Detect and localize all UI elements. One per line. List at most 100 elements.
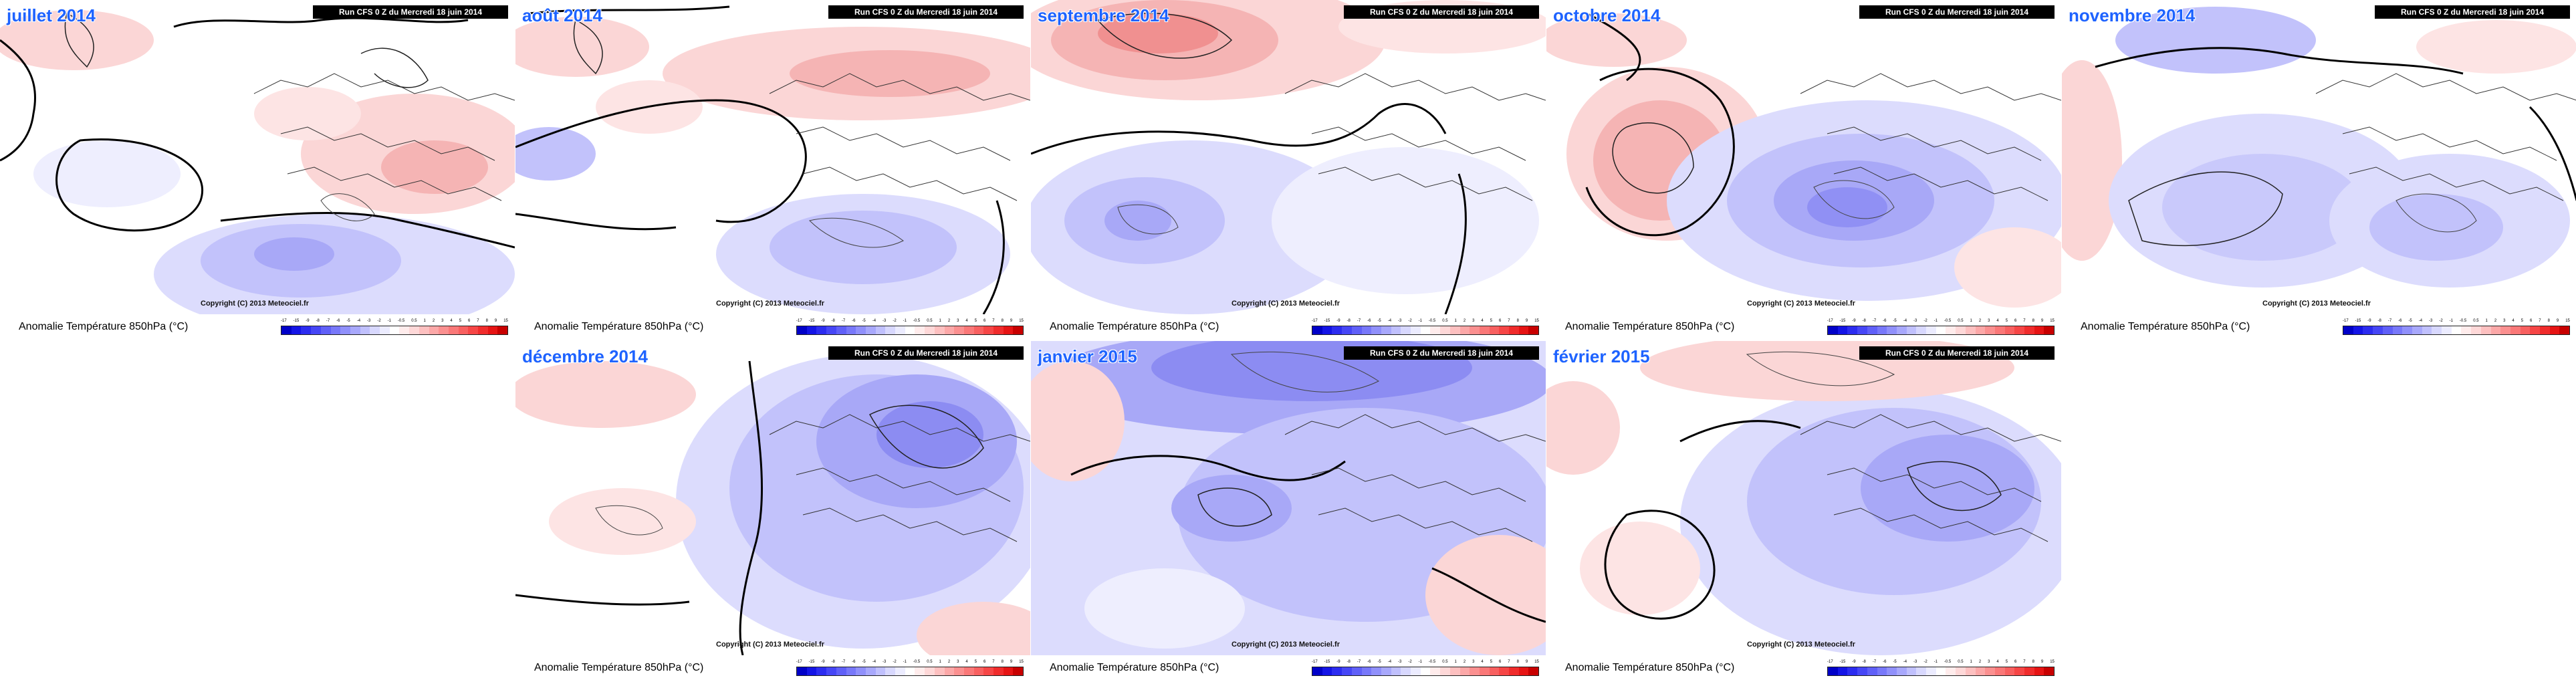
colorbar-tick: -8 — [1346, 319, 1351, 323]
colorbar-tick: 6 — [983, 660, 986, 664]
colorbar-swatches — [1827, 326, 2055, 335]
colorbar-tick: 2 — [947, 319, 951, 323]
colorbar-swatch — [1528, 326, 1539, 334]
anomaly-map-decembre-2014 — [515, 341, 1030, 655]
colorbar-tick: -4 — [1387, 660, 1392, 664]
colorbar-swatch — [1332, 667, 1342, 675]
colorbar-tick: 8 — [1516, 319, 1519, 323]
colorbar-tick: -3 — [2429, 319, 2433, 323]
colorbar-tick: -5 — [2408, 319, 2412, 323]
colorbar-ticks: -17 -15 -9 -8 -7 -6 -5 -4 -3 -2 -1 -0.5 0.5 1 2 3 4 5 6 7 8 9… — [1312, 659, 1539, 665]
colorbar-tick: -9 — [821, 660, 825, 664]
colorbar-tick: -15 — [808, 319, 815, 323]
colorbar-swatch — [816, 667, 827, 675]
colorbar-swatch — [1985, 326, 1995, 334]
colorbar-tick: 3 — [1472, 319, 1475, 323]
colorbar-tick: -15 — [1324, 660, 1330, 664]
colorbar-tick: -1 — [2449, 319, 2453, 323]
colorbar-tick: 9 — [494, 319, 497, 323]
panel-footer: Anomalie Température 850hPa (°C) -17 -15-… — [2062, 314, 2576, 341]
colorbar-swatch — [2014, 667, 2025, 675]
colorbar-tick: -9 — [1336, 319, 1340, 323]
colorbar-swatch — [983, 667, 994, 675]
colorbar-swatch — [1936, 667, 1946, 675]
colorbar-tick: -7 — [2387, 319, 2392, 323]
colorbar-swatch — [2540, 326, 2550, 334]
run-label: Run CFS 0 Z du Mercredi 18 juin 2014 — [313, 5, 508, 19]
colorbar-swatch — [1887, 326, 1897, 334]
colorbar-tick: -2 — [1408, 660, 1412, 664]
colorbar-swatch — [826, 326, 836, 334]
colorbar-swatch — [429, 326, 439, 334]
colorbar-tick: -17 — [1827, 319, 1833, 323]
colorbar-tick: 4 — [965, 660, 968, 664]
colorbar-swatch — [1867, 326, 1877, 334]
panel-novembre-2014: novembre 2014 Run CFS 0 Z du Mercredi 18… — [2062, 0, 2576, 341]
colorbar-tick: -2 — [377, 319, 381, 323]
colorbar-swatch — [1489, 326, 1500, 334]
colorbar-tick: 15 — [1534, 660, 1539, 664]
colorbar-tick: 3 — [1988, 319, 1990, 323]
colorbar-swatch — [2034, 326, 2044, 334]
panel-footer: Anomalie Température 850hPa (°C) -17 -15-… — [515, 655, 1030, 682]
colorbar-tick: -0.5 — [1428, 319, 1436, 323]
colorbar-tick: -8 — [2377, 319, 2381, 323]
colorbar-swatch — [1857, 326, 1867, 334]
run-label: Run CFS 0 Z du Mercredi 18 juin 2014 — [1859, 5, 2055, 19]
colorbar-swatch — [1528, 667, 1539, 675]
colorbar-tick: -5 — [1893, 660, 1897, 664]
copyright-text: Copyright (C) 2013 Meteociel.fr — [201, 300, 309, 308]
colorbar-tick: 4 — [1996, 660, 1999, 664]
colorbar-swatch — [1877, 667, 1887, 675]
colorbar-swatch — [487, 326, 498, 334]
colorbar-tick: -8 — [831, 319, 835, 323]
panel-footer: Anomalie Température 850hPa (°C) -17 -15-… — [1546, 314, 2061, 341]
colorbar-swatch — [915, 667, 925, 675]
colorbar-swatch — [905, 667, 915, 675]
colorbar-tick: 7 — [2023, 319, 2026, 323]
colorbar-tick: -3 — [883, 660, 887, 664]
colorbar-tick: -5 — [1377, 660, 1381, 664]
colorbar-tick: -17 — [1312, 319, 1318, 323]
colorbar-swatch — [944, 667, 955, 675]
colorbar-tick: 9 — [1010, 319, 1013, 323]
colorbar-swatch — [934, 667, 945, 675]
colorbar-tick: 1 — [1454, 319, 1457, 323]
colorbar-swatch — [1322, 326, 1332, 334]
colorbar-tick: 8 — [2547, 319, 2550, 323]
colorbar-tick: 5 — [974, 660, 977, 664]
colorbar-tick: -3 — [883, 319, 887, 323]
colorbar-tick: 9 — [1010, 660, 1013, 664]
colorbar-swatch — [1312, 326, 1322, 334]
copyright-text: Copyright (C) 2013 Meteociel.fr — [716, 641, 824, 649]
colorbar-tick: 15 — [2050, 319, 2055, 323]
colorbar-tick: 2 — [432, 319, 435, 323]
colorbar-tick: -17 — [281, 319, 287, 323]
colorbar-tick: -1 — [1934, 319, 1938, 323]
colorbar-tick: -4 — [356, 319, 361, 323]
colorbar-swatch — [2014, 326, 2025, 334]
colorbar-tick: -3 — [1913, 319, 1917, 323]
colorbar-tick: 6 — [1499, 660, 1502, 664]
colorbar-swatch — [448, 326, 459, 334]
colorbar-tick: -2 — [2439, 319, 2443, 323]
colorbar-tick: 15 — [2050, 660, 2055, 664]
colorbar-swatch — [983, 326, 994, 334]
colorbar-swatch — [1837, 326, 1848, 334]
colorbar-swatch — [1965, 667, 1976, 675]
colorbar-swatch — [439, 326, 449, 334]
colorbar-swatch — [1916, 667, 1927, 675]
colorbar-swatch — [330, 326, 341, 334]
colorbar-swatches — [281, 326, 508, 335]
colorbar-tick: 5 — [974, 319, 977, 323]
colorbar-tick: 6 — [2530, 319, 2533, 323]
colorbar-tick: -17 — [796, 660, 802, 664]
panel-janvier-2015: janvier 2015 Run CFS 0 Z du Mercredi 18 … — [1031, 341, 1546, 682]
colorbar-ticks: -17 -15 -9 -8 -7 -6 -5 -4 -3 -2 -1 -0.5 0.5 1 2 3 4 5 6 7 8 9… — [1312, 318, 1539, 324]
colorbar-tick: 6 — [1499, 319, 1502, 323]
colorbar-swatch — [2382, 326, 2393, 334]
colorbar-swatch — [2004, 667, 2015, 675]
colorbar-tick: -5 — [862, 319, 866, 323]
colorbar-swatch — [1509, 667, 1519, 675]
colorbar-swatch — [301, 326, 312, 334]
